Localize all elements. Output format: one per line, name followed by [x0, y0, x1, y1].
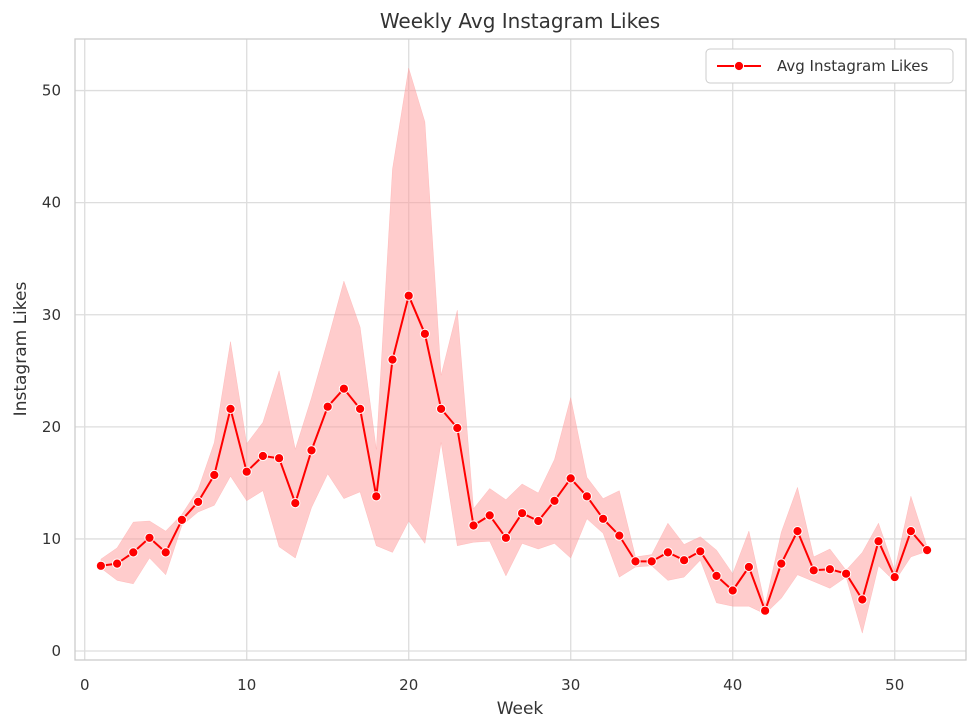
data-point: [565, 473, 576, 484]
y-tick-label: 40: [42, 194, 61, 212]
data-point: [533, 515, 544, 527]
data-point: [549, 495, 560, 506]
data-point: [290, 498, 301, 509]
data-point: [889, 572, 900, 583]
data-point: [95, 560, 107, 571]
data-point: [209, 469, 220, 481]
data-point: [274, 453, 285, 464]
chart-title: Weekly Avg Instagram Likes: [380, 9, 660, 33]
legend-marker-swatch: [733, 60, 745, 72]
data-point: [241, 466, 252, 477]
data-point: [387, 354, 398, 365]
data-point: [824, 564, 836, 575]
data-point: [743, 561, 755, 573]
data-point: [468, 520, 479, 531]
data-point: [776, 558, 787, 569]
x-tick-label: 40: [723, 676, 742, 694]
data-point: [306, 445, 317, 456]
data-point: [128, 547, 139, 558]
x-tick-label: 0: [80, 676, 90, 694]
data-point: [436, 403, 447, 414]
data-point: [760, 605, 771, 616]
y-tick-label: 30: [42, 306, 61, 324]
x-axis-ticks: 0 10 20 30 40 50: [80, 676, 904, 694]
data-point: [857, 594, 868, 605]
legend-label: Avg Instagram Likes: [777, 57, 929, 75]
data-point: [646, 556, 657, 567]
data-point: [598, 513, 609, 524]
data-point: [614, 530, 625, 541]
data-point: [727, 585, 738, 596]
data-point: [711, 570, 722, 582]
data-point: [792, 526, 803, 537]
data-point: [679, 555, 690, 566]
y-tick-label: 50: [42, 82, 61, 100]
markers-layer: [95, 290, 933, 616]
legend: Avg Instagram Likes: [705, 48, 954, 84]
y-tick-label: 20: [42, 418, 61, 436]
y-axis-title: Instagram Likes: [11, 282, 31, 417]
series-line: [100, 294, 928, 612]
data-point: [355, 403, 366, 414]
data-point: [419, 328, 430, 339]
data-point: [662, 547, 674, 558]
data-point: [160, 547, 171, 558]
data-point: [144, 532, 155, 543]
y-tick-label: 0: [51, 642, 61, 660]
data-point: [695, 546, 706, 557]
data-point: [630, 556, 641, 567]
data-point: [193, 496, 204, 507]
plot-area-frame: [74, 38, 967, 661]
data-point: [922, 545, 933, 556]
series-line-layer: [100, 294, 928, 612]
data-point: [403, 290, 414, 301]
data-point: [873, 536, 884, 547]
y-tick-label: 10: [42, 530, 61, 548]
y-axis-ticks: 0 10 20 30 40 50: [42, 82, 61, 660]
x-tick-label: 20: [399, 676, 418, 694]
data-point: [841, 568, 852, 579]
data-point: [581, 491, 593, 502]
x-tick-label: 10: [237, 676, 256, 694]
data-point: [257, 450, 268, 462]
data-point: [517, 508, 528, 519]
data-point: [322, 401, 333, 412]
data-point: [176, 514, 187, 526]
x-tick-label: 30: [561, 676, 580, 694]
x-axis-title: Week: [497, 699, 544, 719]
data-point: [112, 558, 123, 569]
x-tick-label: 50: [885, 676, 904, 694]
data-point: [225, 403, 236, 414]
legend-box: [705, 48, 954, 84]
data-point: [338, 383, 349, 394]
data-point: [484, 510, 495, 521]
data-point: [905, 526, 917, 537]
data-point: [808, 565, 819, 576]
data-point: [500, 532, 511, 543]
data-point: [452, 422, 463, 434]
data-point: [371, 491, 382, 502]
